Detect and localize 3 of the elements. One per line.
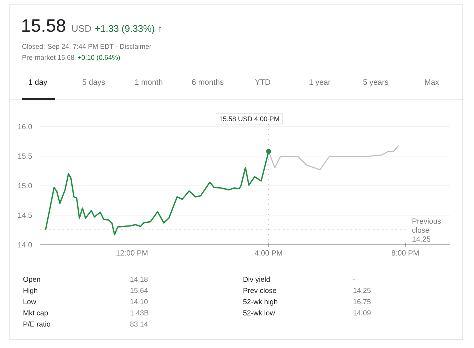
chart-title: 15.58	[22, 19, 66, 32]
text: USD	[72, 25, 92, 32]
text: +1.33 (9.33%) ↑	[96, 25, 162, 34]
